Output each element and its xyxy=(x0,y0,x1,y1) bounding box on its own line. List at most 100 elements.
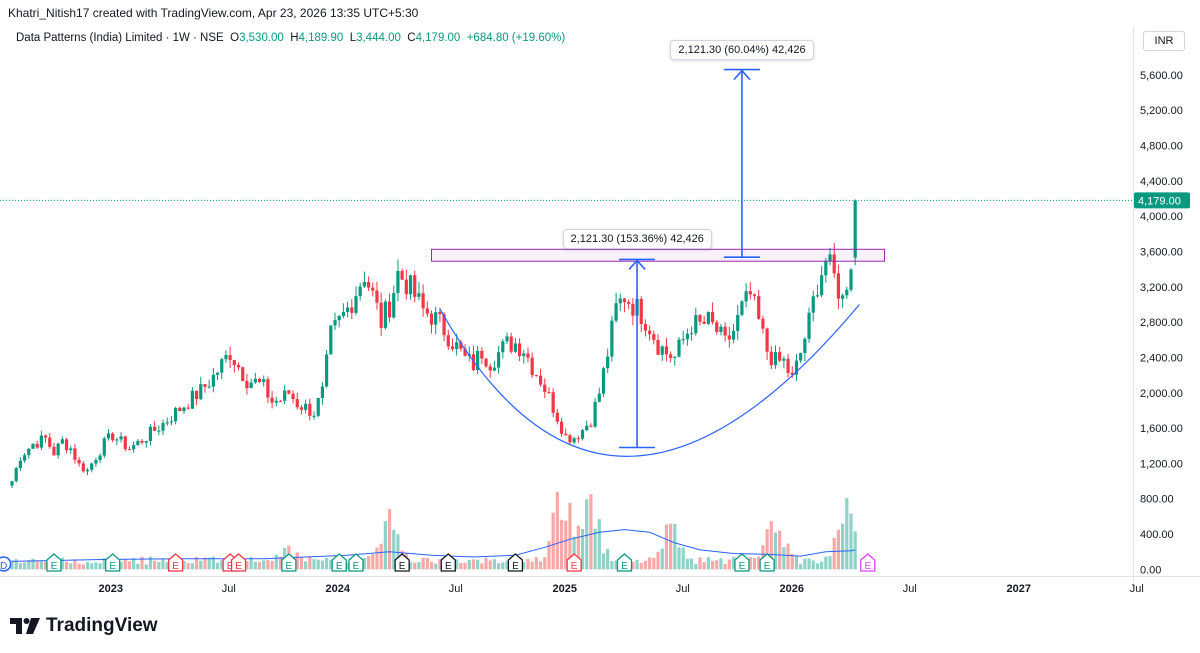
candle-body xyxy=(455,342,459,349)
x-tick-label: 2025 xyxy=(553,583,577,595)
volume-bar xyxy=(186,563,190,570)
y-tick-label: 4,400.00 xyxy=(1140,176,1183,188)
earnings-marker-icon[interactable]: D xyxy=(0,556,12,572)
volume-bar xyxy=(387,508,392,570)
candle-body xyxy=(429,313,434,325)
candle-body xyxy=(52,446,56,456)
earnings-marker-icon[interactable]: E xyxy=(331,553,347,572)
symbol-name[interactable]: Data Patterns (India) Limited · 1W · NSE xyxy=(16,32,224,44)
measure-label-2: 2,121.30 (60.04%) 42,426 xyxy=(670,39,814,60)
candle-body xyxy=(568,435,572,443)
candle-body xyxy=(165,422,169,424)
volume-bar xyxy=(564,520,568,570)
measure-label-1: 2,121.30 (153.36%) 42,426 xyxy=(562,229,712,250)
tradingview-logo[interactable]: TradingView xyxy=(10,615,158,637)
tradingview-logo-icon xyxy=(10,618,40,634)
volume-bar xyxy=(492,559,497,570)
candle-body xyxy=(18,460,22,469)
earnings-marker-shape xyxy=(348,553,364,572)
candle-body xyxy=(400,271,404,280)
volume-bar xyxy=(773,532,778,570)
candle-body xyxy=(689,333,694,335)
earnings-marker-icon[interactable]: E xyxy=(566,553,582,572)
candle-body xyxy=(564,433,568,436)
earnings-marker-icon[interactable]: E xyxy=(860,553,876,572)
x-tick-label: 2027 xyxy=(1007,583,1031,595)
candle-body xyxy=(765,328,769,352)
volume-bar xyxy=(832,537,836,570)
candle-body xyxy=(757,296,761,319)
candles xyxy=(10,199,857,488)
earnings-marker-icon[interactable]: E xyxy=(167,553,184,572)
volume-bar xyxy=(811,560,815,570)
volume-bar xyxy=(123,558,127,570)
candle-body xyxy=(366,281,371,288)
volume-bar xyxy=(10,560,14,570)
earnings-marker-icon[interactable]: E xyxy=(507,553,524,572)
candle-body xyxy=(241,367,245,381)
candle-body xyxy=(127,449,132,451)
volume-bar xyxy=(660,548,664,570)
volume-bar xyxy=(476,559,480,570)
candle-body xyxy=(547,392,551,394)
volume-bar xyxy=(207,557,211,570)
candle-body xyxy=(341,311,346,317)
earnings-marker-icon[interactable]: E xyxy=(348,553,364,572)
candle-body xyxy=(585,425,589,431)
volume-bar xyxy=(346,562,350,570)
earnings-marker-icon[interactable]: E xyxy=(394,553,410,572)
candle-body xyxy=(832,254,836,274)
earnings-marker-icon[interactable]: E xyxy=(734,553,750,572)
volume-bar xyxy=(467,559,471,570)
candle-body xyxy=(346,307,350,312)
candle-body xyxy=(169,421,174,423)
earnings-marker-icon[interactable]: E xyxy=(46,553,62,572)
earnings-marker-icon[interactable]: E xyxy=(230,553,247,572)
candle-body xyxy=(153,426,157,431)
candle-body xyxy=(710,312,715,323)
volume-bar xyxy=(845,498,849,570)
candle-body xyxy=(148,426,153,441)
candle-body xyxy=(639,298,643,324)
earnings-marker-label: E xyxy=(51,561,58,572)
candle-body xyxy=(463,348,467,356)
earnings-marker-shape xyxy=(440,553,456,572)
measure-1-arrowhead xyxy=(628,259,646,270)
earnings-marker-shape xyxy=(167,553,184,572)
candle-body xyxy=(90,463,94,470)
volume-bar xyxy=(132,558,136,570)
candle-body xyxy=(677,339,681,357)
candle-body xyxy=(622,298,627,302)
volume-bar xyxy=(790,553,794,570)
candle-body xyxy=(190,390,194,409)
candle-body xyxy=(115,439,119,441)
volume-bar xyxy=(522,562,526,570)
candle-body xyxy=(778,352,782,361)
volume-bar xyxy=(656,551,660,570)
candle-body xyxy=(304,403,308,410)
candle-body xyxy=(673,356,677,358)
volume-bar xyxy=(312,559,316,570)
x-tick-label: 2026 xyxy=(780,583,804,595)
volume-bar xyxy=(807,558,811,570)
earnings-marker-icon[interactable]: E xyxy=(105,553,121,572)
volume-bar xyxy=(614,560,618,570)
volume-bar xyxy=(530,561,534,570)
candle-body xyxy=(215,372,220,375)
close-value: 4,179.00 xyxy=(415,32,461,44)
currency-button[interactable]: INR xyxy=(1143,31,1185,51)
earnings-marker-shape xyxy=(331,553,347,572)
earnings-marker-label: E xyxy=(739,561,746,572)
candle-body xyxy=(815,295,820,297)
volume-bar xyxy=(22,562,27,570)
volume-bar xyxy=(379,543,383,570)
earnings-marker-icon[interactable]: E xyxy=(616,553,633,572)
earnings-marker-icon[interactable]: E xyxy=(440,553,456,572)
candle-body xyxy=(39,435,43,448)
earnings-marker-icon[interactable]: E xyxy=(759,553,775,572)
volume-bar xyxy=(589,494,593,570)
earnings-marker-label: E xyxy=(445,561,452,572)
earnings-marker-icon[interactable]: E xyxy=(281,553,297,572)
